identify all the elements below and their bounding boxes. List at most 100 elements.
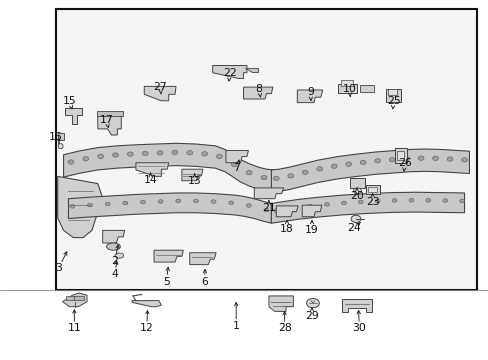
Bar <box>365 185 380 194</box>
Circle shape <box>127 152 133 156</box>
Polygon shape <box>225 150 248 163</box>
Text: 9: 9 <box>306 87 313 97</box>
Circle shape <box>140 200 145 204</box>
Circle shape <box>391 199 396 202</box>
Circle shape <box>82 157 88 161</box>
Text: 12: 12 <box>140 323 153 333</box>
Circle shape <box>350 215 360 222</box>
Text: 26: 26 <box>397 158 411 168</box>
Circle shape <box>316 167 322 171</box>
Circle shape <box>216 154 222 158</box>
Polygon shape <box>64 108 82 124</box>
Circle shape <box>403 157 409 161</box>
Circle shape <box>302 170 307 175</box>
Polygon shape <box>136 163 168 176</box>
Polygon shape <box>102 230 124 243</box>
Text: 27: 27 <box>153 82 167 92</box>
Circle shape <box>246 171 252 175</box>
Bar <box>97 111 123 116</box>
Circle shape <box>98 154 103 158</box>
Circle shape <box>408 198 413 202</box>
Bar <box>386 89 400 102</box>
Circle shape <box>264 208 268 212</box>
Bar <box>367 187 376 192</box>
Polygon shape <box>268 296 293 311</box>
Circle shape <box>432 156 438 161</box>
Ellipse shape <box>115 253 123 258</box>
Text: 19: 19 <box>305 225 318 235</box>
Polygon shape <box>297 90 322 103</box>
Circle shape <box>360 160 366 165</box>
Polygon shape <box>66 296 74 300</box>
Circle shape <box>158 200 163 203</box>
Circle shape <box>193 199 198 203</box>
Text: 6: 6 <box>201 276 207 287</box>
Bar <box>359 85 373 92</box>
Circle shape <box>388 158 394 162</box>
Ellipse shape <box>58 144 63 149</box>
Polygon shape <box>276 206 298 217</box>
Text: 4: 4 <box>111 269 118 279</box>
Polygon shape <box>271 192 464 223</box>
Circle shape <box>172 150 178 154</box>
Circle shape <box>442 199 447 202</box>
Polygon shape <box>144 86 176 101</box>
Text: 18: 18 <box>279 224 293 234</box>
Polygon shape <box>132 301 161 307</box>
Polygon shape <box>254 188 283 199</box>
Polygon shape <box>342 299 371 312</box>
Circle shape <box>142 151 148 156</box>
Text: 23: 23 <box>365 197 379 207</box>
Polygon shape <box>302 205 321 217</box>
Text: 30: 30 <box>352 323 366 333</box>
Circle shape <box>261 175 266 180</box>
Bar <box>387 89 396 95</box>
Circle shape <box>461 158 467 162</box>
Circle shape <box>228 201 233 204</box>
Text: 25: 25 <box>386 96 400 106</box>
Polygon shape <box>58 176 102 238</box>
Circle shape <box>307 204 312 208</box>
Circle shape <box>425 199 430 202</box>
Circle shape <box>417 156 423 160</box>
Circle shape <box>306 298 319 308</box>
Circle shape <box>68 160 74 164</box>
Circle shape <box>345 162 351 166</box>
Circle shape <box>330 164 336 168</box>
Circle shape <box>358 200 363 204</box>
Circle shape <box>290 206 295 210</box>
Text: 16: 16 <box>49 132 62 142</box>
Circle shape <box>122 201 127 205</box>
Circle shape <box>353 188 361 194</box>
Bar <box>349 178 365 188</box>
Polygon shape <box>243 87 272 99</box>
Circle shape <box>112 153 118 157</box>
Text: 29: 29 <box>305 311 318 321</box>
Bar <box>341 80 352 86</box>
Circle shape <box>87 203 92 207</box>
Text: 8: 8 <box>255 84 262 94</box>
Polygon shape <box>98 115 121 135</box>
Text: 3: 3 <box>55 263 62 273</box>
Text: 2: 2 <box>111 256 118 266</box>
Polygon shape <box>245 68 258 72</box>
Text: 5: 5 <box>163 276 169 287</box>
Polygon shape <box>271 149 468 192</box>
Text: 10: 10 <box>342 84 356 94</box>
Polygon shape <box>189 253 216 265</box>
Circle shape <box>446 157 452 161</box>
Circle shape <box>324 203 329 206</box>
Text: 15: 15 <box>62 96 76 106</box>
Circle shape <box>273 176 279 181</box>
Polygon shape <box>74 296 84 300</box>
Circle shape <box>246 204 251 207</box>
Circle shape <box>186 150 192 155</box>
Circle shape <box>374 199 379 203</box>
Text: 22: 22 <box>223 68 236 78</box>
Circle shape <box>105 202 110 206</box>
Circle shape <box>70 204 75 208</box>
Polygon shape <box>63 143 273 192</box>
Text: 11: 11 <box>67 323 81 333</box>
Text: 21: 21 <box>262 203 275 213</box>
Bar <box>396 151 403 160</box>
